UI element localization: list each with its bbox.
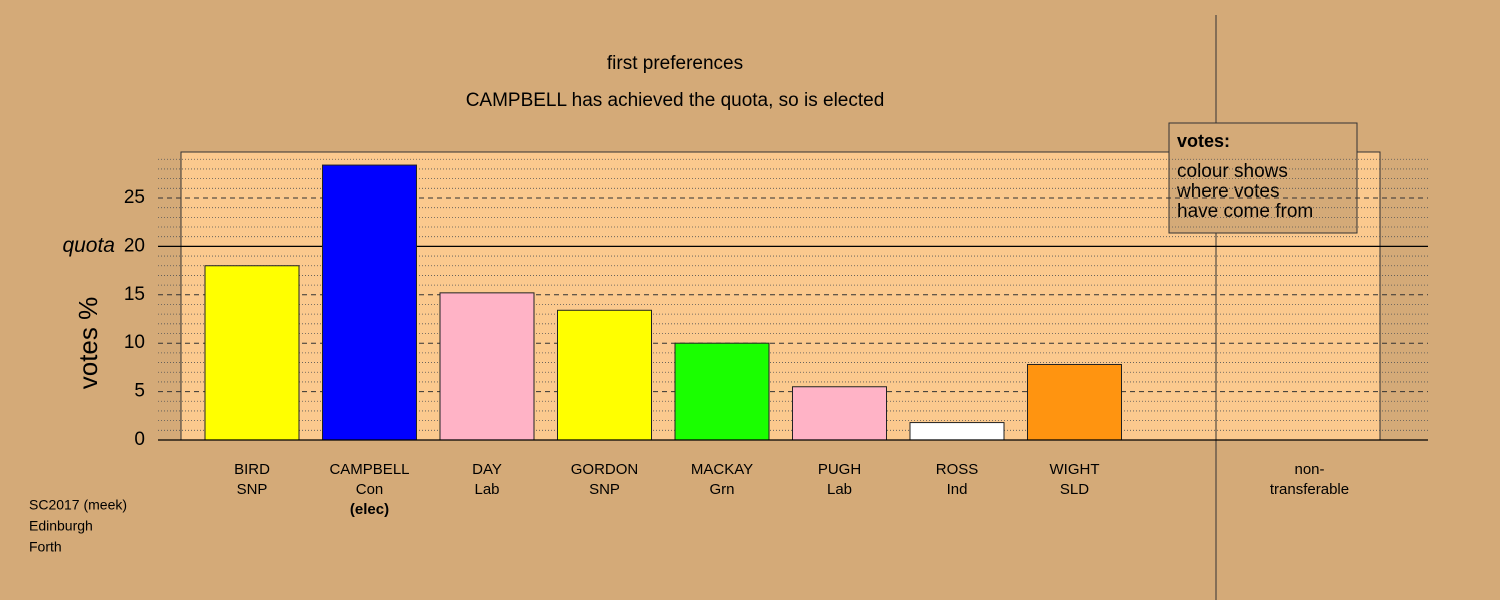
bar <box>204 265 300 441</box>
bar <box>557 309 652 441</box>
y-tick-label: 5 <box>134 381 145 402</box>
legend-box <box>1168 122 1358 234</box>
y-axis-label: votes % <box>73 297 103 390</box>
x-tick-label: transferable <box>1270 481 1349 498</box>
y-tick-label: 25 <box>124 187 145 208</box>
quota-label: quota <box>62 234 115 257</box>
x-tick-label: MACKAY <box>691 461 753 478</box>
x-tick-label: WIGHT <box>1050 461 1100 478</box>
chart-title: first preferences <box>607 53 743 74</box>
x-tick-label: BIRD <box>234 461 270 478</box>
bar <box>1027 363 1122 441</box>
bar <box>322 164 417 441</box>
x-tick-label: Lab <box>474 481 499 498</box>
bar <box>439 292 535 441</box>
x-tick-label: Ind <box>947 481 968 498</box>
bar <box>909 422 1005 441</box>
x-tick-label: PUGH <box>818 461 861 478</box>
y-tick-label: 0 <box>134 429 145 450</box>
x-tick-label: SNP <box>589 481 620 498</box>
legend-text: have come from <box>1177 201 1313 222</box>
x-tick-label: non- <box>1294 461 1324 478</box>
legend-title: votes: <box>1177 131 1230 151</box>
x-tick-label: ROSS <box>936 461 979 478</box>
bar <box>674 342 770 441</box>
x-tick-label: SNP <box>237 481 268 498</box>
footer-text: Forth <box>29 539 62 555</box>
legend-text: where votes <box>1176 181 1279 202</box>
x-tick-label: GORDON <box>571 461 639 478</box>
y-tick-label: 20 <box>124 235 145 256</box>
y-tick-label: 10 <box>124 332 145 353</box>
elected-note: (elec) <box>350 501 389 518</box>
legend-text: colour shows <box>1177 161 1288 182</box>
x-tick-label: SLD <box>1060 481 1089 498</box>
legend: votes: colour shows where votes have com… <box>1168 122 1358 234</box>
x-tick-label: CAMPBELL <box>329 461 409 478</box>
x-tick-label: Lab <box>827 481 852 498</box>
x-tick-label: Con <box>356 481 384 498</box>
bar <box>792 386 887 441</box>
chart-subtitle: CAMPBELL has achieved the quota, so is e… <box>466 90 885 111</box>
x-tick-label: DAY <box>472 461 502 478</box>
footer-text: Edinburgh <box>29 518 93 534</box>
x-tick-label: Grn <box>709 481 734 498</box>
footer-text: SC2017 (meek) <box>29 497 127 513</box>
y-tick-label: 15 <box>124 284 145 305</box>
